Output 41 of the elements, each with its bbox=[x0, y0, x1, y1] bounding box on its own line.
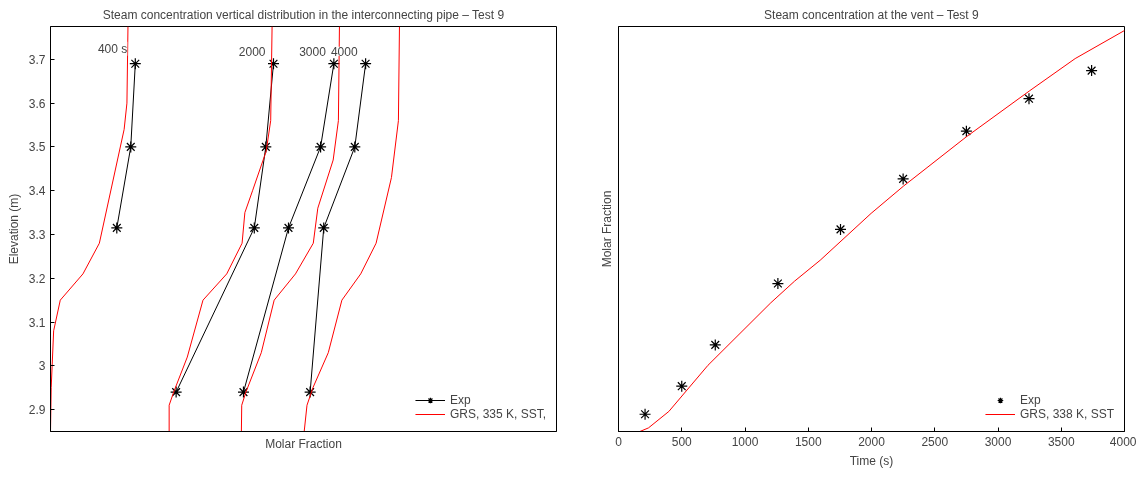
chart-title: Steam concentration at the vent – Test 9 bbox=[764, 7, 980, 22]
y-axis-title: Elevation (m) bbox=[6, 193, 21, 265]
y-axis-title: Molar Fraction bbox=[599, 190, 614, 268]
x-tick-label: 3000 bbox=[984, 434, 1012, 449]
x-tick-label: 2500 bbox=[921, 434, 949, 449]
point bbox=[834, 223, 847, 236]
point bbox=[1085, 64, 1098, 77]
chart-title: Steam concentration vertical distribution in the interconnecting pipe – Test 9 bbox=[102, 7, 505, 22]
y-tick-label: 3.1 bbox=[28, 315, 46, 330]
y-tick-label: 3.4 bbox=[28, 184, 46, 199]
x-tick-label: 500 bbox=[671, 434, 693, 449]
x-axis-title: Time (s) bbox=[849, 453, 894, 468]
x-axis-title: Molar Fraction bbox=[265, 436, 342, 451]
legend-label: GRS, 335 K, SST, bbox=[449, 407, 546, 421]
y-tick-label: 3.2 bbox=[28, 271, 46, 286]
x-tick-label: 2000 bbox=[858, 434, 886, 449]
legend-label: GRS, 338 K, SST bbox=[1019, 407, 1114, 421]
point bbox=[675, 380, 688, 393]
point bbox=[709, 338, 722, 351]
point bbox=[771, 277, 784, 290]
legend-label: Exp bbox=[449, 393, 471, 407]
x-tick-label: 0 bbox=[615, 434, 623, 449]
y-tick-label: 3 bbox=[38, 359, 46, 374]
x-tick-label: 4000 bbox=[1109, 434, 1137, 449]
point bbox=[638, 408, 652, 421]
point bbox=[960, 125, 973, 138]
point bbox=[897, 172, 910, 185]
annotation: 4000 bbox=[330, 44, 358, 59]
point bbox=[1022, 92, 1036, 105]
annotation: 400 s bbox=[97, 41, 128, 56]
x-tick-label: 3500 bbox=[1047, 434, 1075, 449]
x-tick-label: 1000 bbox=[731, 434, 759, 449]
annotation: 3000 bbox=[299, 44, 327, 59]
y-tick-label: 3.5 bbox=[28, 140, 46, 155]
y-tick-label: 2.9 bbox=[28, 403, 46, 418]
x-tick-label: 1500 bbox=[794, 434, 822, 449]
legend-label: Exp bbox=[1019, 393, 1041, 407]
y-tick-label: 3.6 bbox=[28, 96, 46, 111]
y-tick-label: 3.7 bbox=[28, 52, 46, 67]
annotation: 2000 bbox=[238, 44, 266, 59]
y-tick-label: 3.3 bbox=[28, 227, 46, 242]
